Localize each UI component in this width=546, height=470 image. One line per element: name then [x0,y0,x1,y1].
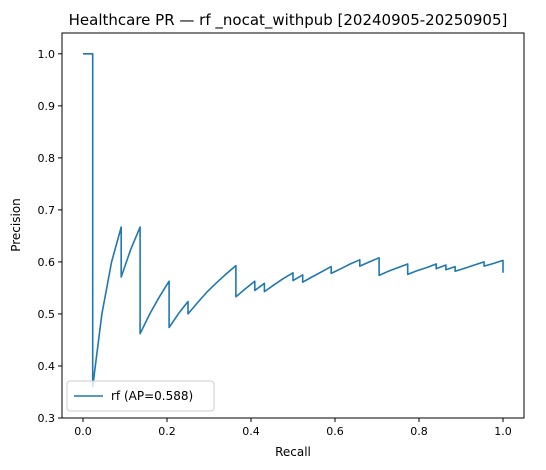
chart-title: Healthcare PR — rf _nocat_withpub [20240… [69,11,508,30]
y-tick-label: 0.6 [38,256,56,269]
legend: rf (AP=0.588) [66,380,215,412]
y-tick-label: 0.9 [38,100,56,113]
legend-box [66,380,215,412]
legend-entry-label: rf (AP=0.588) [111,389,193,403]
x-tick-label: 0.6 [326,425,344,438]
x-tick-label: 0.0 [74,425,92,438]
y-tick-label: 1.0 [38,48,56,61]
y-tick-label: 0.7 [38,204,56,217]
y-tick-label: 0.5 [38,308,56,321]
x-axis-ticks: 0.0 0.2 0.4 0.6 0.8 1.0 [74,418,512,438]
x-tick-label: 0.8 [410,425,428,438]
x-axis-label: Recall [275,445,311,459]
y-tick-label: 0.3 [38,412,56,425]
y-axis-label: Precision [9,198,23,252]
plot-frame [61,32,525,419]
x-tick-label: 0.4 [242,425,260,438]
series-line-rf [83,52,504,388]
y-axis-ticks: 0.3 0.4 0.5 0.6 0.7 0.8 0.9 1.0 [38,48,62,425]
x-tick-label: 1.0 [494,425,512,438]
series-layer [83,52,504,388]
x-tick-label: 0.2 [158,425,176,438]
y-tick-label: 0.4 [38,360,56,373]
y-tick-label: 0.8 [38,152,56,165]
